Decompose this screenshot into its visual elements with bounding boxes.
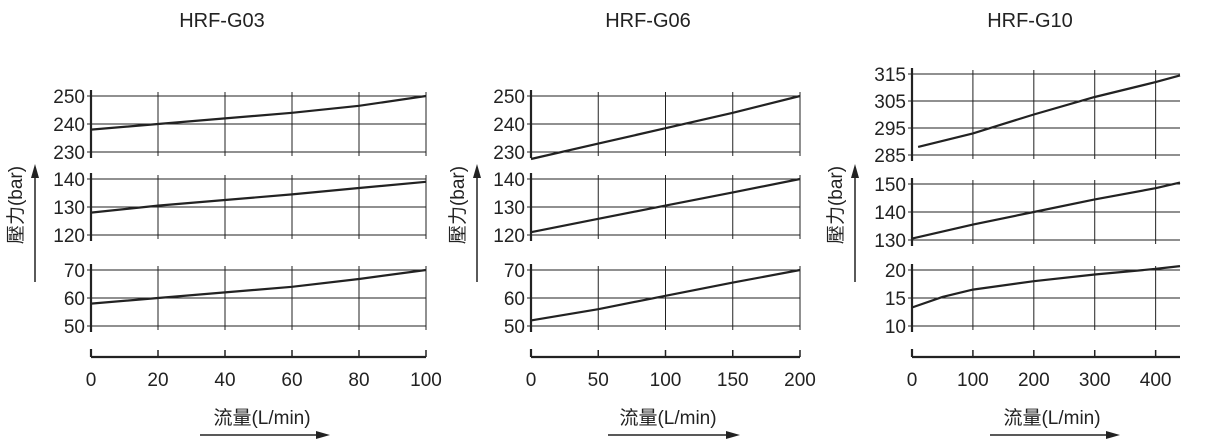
panel-2: 150 140 130 [874, 175, 1181, 252]
x-tick-label: 0 [526, 370, 537, 391]
y-axis-arrow-head [473, 164, 481, 178]
series-line [530, 268, 801, 322]
series-line [530, 94, 801, 161]
x-axis-arrow-head [316, 431, 330, 439]
y-axis-label: 壓力(bar) [825, 166, 847, 244]
x-tick-label: 80 [348, 370, 369, 391]
panel-3: 70 60 50 [64, 261, 427, 338]
y-tick-label: 250 [493, 87, 525, 108]
series-line [911, 265, 1181, 309]
x-tick-label: 0 [86, 370, 97, 391]
x-tick-label: 100 [410, 370, 442, 391]
chart-title: HRF-G06 [605, 10, 691, 32]
y-tick-label: 10 [885, 317, 906, 338]
y-axis-label: 壓力(bar) [5, 166, 27, 244]
chart-hrf-g06: HRF-G06 250 240 230 140 130 120 70 60 50 0 50 100 150… [447, 10, 816, 439]
x-axis-label: 流量(L/min) [1003, 407, 1100, 429]
x-axis-arrow-head [726, 431, 740, 439]
y-tick-label: 230 [493, 143, 525, 164]
panel-2: 140 130 120 [493, 170, 801, 247]
x-tick-label: 100 [650, 370, 682, 391]
y-tick-label: 50 [64, 317, 85, 338]
y-tick-label: 60 [64, 289, 85, 310]
y-tick-label: 120 [493, 226, 525, 247]
y-tick-label: 120 [53, 226, 85, 247]
series-line [90, 94, 427, 131]
y-axis-arrow-head [851, 164, 859, 178]
x-tick-label: 0 [907, 370, 918, 391]
panel-2: 140 130 120 [53, 170, 427, 247]
series-line [90, 268, 427, 305]
y-tick-label: 130 [874, 231, 906, 252]
y-tick-label: 285 [874, 146, 906, 167]
y-tick-label: 130 [53, 198, 85, 219]
x-tick-label: 200 [784, 370, 816, 391]
x-axis-arrow-head [1106, 431, 1120, 439]
y-tick-label: 70 [64, 261, 85, 282]
y-tick-label: 230 [53, 143, 85, 164]
x-tick-label: 300 [1079, 370, 1111, 391]
series-line [911, 181, 1181, 240]
y-tick-label: 150 [874, 175, 906, 196]
x-tick-label: 20 [147, 370, 168, 391]
y-tick-label: 140 [493, 170, 525, 191]
y-tick-label: 140 [53, 170, 85, 191]
panel-1: 250 240 230 [53, 87, 427, 164]
x-tick-label: 200 [1018, 370, 1050, 391]
y-tick-label: 240 [493, 115, 525, 136]
series-line [90, 180, 427, 214]
x-tick-label: 150 [717, 370, 749, 391]
y-tick-label: 50 [504, 317, 525, 338]
chart-title: HRF-G10 [987, 10, 1073, 32]
y-tick-label: 140 [874, 203, 906, 224]
y-tick-label: 15 [885, 289, 906, 310]
y-tick-label: 70 [504, 261, 525, 282]
y-tick-label: 130 [493, 198, 525, 219]
x-tick-label: 50 [588, 370, 609, 391]
y-tick-label: 60 [504, 289, 525, 310]
panel-3: 70 60 50 [504, 261, 801, 338]
panel-1: 250 240 230 [493, 87, 801, 164]
series-line [530, 177, 801, 234]
x-tick-label: 100 [957, 370, 989, 391]
y-tick-label: 250 [53, 87, 85, 108]
chart-title: HRF-G03 [179, 10, 265, 32]
x-axis-label: 流量(L/min) [619, 407, 716, 429]
x-tick-label: 40 [214, 370, 235, 391]
y-tick-label: 20 [885, 261, 906, 282]
panel-1: 315 305 295 285 [874, 65, 1181, 167]
y-tick-label: 240 [53, 115, 85, 136]
y-tick-label: 315 [874, 65, 906, 86]
x-tick-label: 60 [281, 370, 302, 391]
x-tick-label: 400 [1140, 370, 1172, 391]
x-axis-label: 流量(L/min) [213, 407, 310, 429]
y-axis-label: 壓力(bar) [447, 166, 469, 244]
chart-hrf-g03: HRF-G03 250 240 230 140 130 120 70 60 50 0 20 40 60 80… [5, 10, 442, 439]
y-tick-label: 305 [874, 92, 906, 113]
panel-3: 20 15 10 [885, 261, 1181, 338]
y-axis-arrow-head [31, 164, 39, 178]
y-tick-label: 295 [874, 119, 906, 140]
series-line [917, 74, 1181, 148]
